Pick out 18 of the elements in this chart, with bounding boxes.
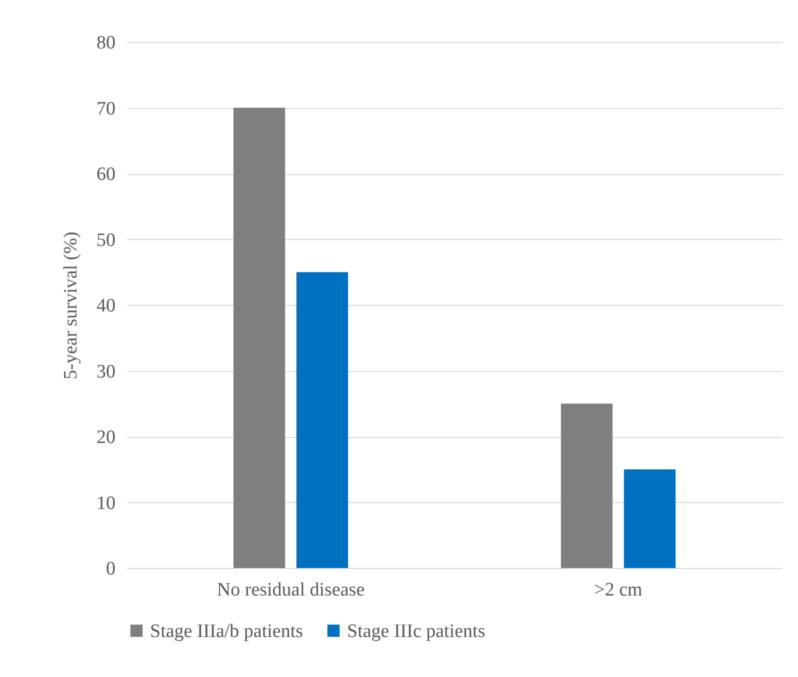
bar — [233, 108, 286, 568]
y-axis-title: 5-year survival (%) — [60, 232, 82, 380]
bar — [296, 272, 348, 568]
x-tick-label: >2 cm — [594, 580, 643, 600]
legend-label: Stage IIIc patients — [347, 620, 486, 642]
y-tick-label: 80 — [96, 32, 116, 54]
x-tick-label: No residual disease — [216, 580, 365, 600]
y-tick-label: 70 — [96, 98, 116, 120]
y-tick-label: 10 — [96, 492, 116, 514]
y-tick-label: 20 — [96, 427, 116, 448]
legend-label: Stage IIIa/b patients — [150, 620, 304, 642]
y-tick-label: 40 — [96, 296, 116, 316]
bar — [624, 469, 676, 568]
y-tick-label: 50 — [96, 230, 116, 251]
y-tick-label: 30 — [96, 361, 116, 382]
bar — [560, 404, 613, 568]
y-tick-label: 60 — [96, 164, 116, 185]
y-tick-label: 0 — [106, 558, 116, 580]
